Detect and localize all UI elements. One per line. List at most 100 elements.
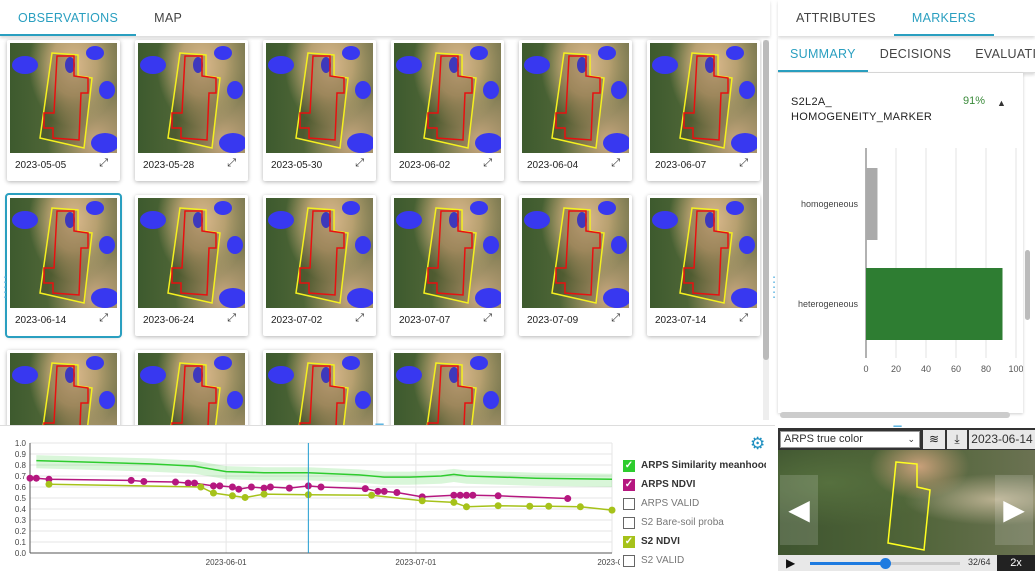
tab-observations[interactable]: OBSERVATIONS [0,0,137,36]
observation-thumbnail[interactable] [394,198,501,308]
data-point[interactable] [228,483,236,491]
download-icon[interactable]: ⤓ [947,430,967,449]
data-point[interactable] [361,485,369,493]
data-point[interactable] [368,491,376,499]
data-point[interactable] [463,491,470,499]
data-point[interactable] [317,483,325,491]
legend-item[interactable]: ✓ S2 NDVI [620,532,766,551]
data-point[interactable] [45,475,53,483]
expand-icon[interactable]: ⤢ [355,157,364,169]
tab-evaluations[interactable]: EVALUATIONS [975,47,1035,61]
data-point[interactable] [197,483,205,491]
expand-icon[interactable]: ⤢ [227,157,236,169]
expand-icon[interactable]: ⤢ [99,312,108,324]
observation-thumbnail[interactable] [266,43,373,153]
data-point[interactable] [576,503,584,511]
expand-icon[interactable]: ⤢ [355,312,364,324]
legend-checkbox[interactable]: ✓ [623,535,635,548]
data-point[interactable] [190,479,198,487]
data-point[interactable] [494,492,502,500]
observation-card[interactable]: 2023-07-14 ⤢ [647,195,760,336]
observation-card[interactable]: 2023-07-09 ⤢ [519,195,632,336]
tab-attributes[interactable]: ATTRIBUTES [796,11,876,25]
data-point[interactable] [456,491,464,499]
next-arrow-icon[interactable]: ▶ [995,475,1033,545]
data-point[interactable] [127,476,135,484]
data-point[interactable] [172,478,179,486]
expand-icon[interactable]: ⤢ [483,312,492,324]
data-point[interactable] [418,497,426,505]
bar-homogeneous[interactable] [866,168,878,240]
frame-slider[interactable] [810,558,960,569]
data-point[interactable] [209,489,217,497]
data-point[interactable] [247,483,255,491]
data-point[interactable] [463,503,470,511]
data-point[interactable] [26,474,34,482]
data-point[interactable] [285,484,293,492]
data-point[interactable] [184,479,192,487]
speed-button[interactable]: 2x [997,555,1035,571]
legend-checkbox[interactable]: ✓ [623,478,635,491]
marker-scrollbar[interactable] [1025,250,1030,320]
data-point[interactable] [235,485,243,493]
expand-icon[interactable]: ⤢ [739,312,748,324]
grid-scrollbar[interactable] [763,40,769,420]
observation-card[interactable]: 2023-07-02 ⤢ [263,195,376,336]
expand-icon[interactable]: ⤢ [611,312,620,324]
tab-map[interactable]: MAP [154,11,183,25]
data-point[interactable] [209,482,217,490]
observation-thumbnail[interactable] [522,198,629,308]
legend-checkbox[interactable] [623,497,635,510]
legend-checkbox[interactable] [623,554,635,567]
observation-thumbnail[interactable] [394,43,501,153]
resize-handle-left[interactable]: ▪▪▪▪▪ [2,275,8,300]
expand-icon[interactable]: ⤢ [611,157,620,169]
data-point[interactable] [374,487,382,495]
legend-item[interactable]: ✓ ARPS NDVI [620,475,766,494]
observation-thumbnail[interactable] [266,353,373,425]
observation-thumbnail[interactable] [138,43,245,153]
data-point[interactable] [260,490,268,498]
observation-card[interactable] [263,350,376,425]
observation-thumbnail[interactable] [394,353,501,425]
data-point[interactable] [228,492,236,500]
data-point[interactable] [545,502,553,510]
data-point[interactable] [494,502,502,510]
observation-thumbnail[interactable] [522,43,629,153]
observation-card[interactable]: 2023-05-05 ⤢ [7,40,120,181]
observation-card[interactable]: 2023-06-24 ⤢ [135,195,248,336]
observation-card[interactable]: 2023-06-02 ⤢ [391,40,504,181]
legend-checkbox[interactable]: ✓ [623,459,635,472]
expand-icon[interactable]: ⤢ [227,312,236,324]
observation-card[interactable]: 2023-07-07 ⤢ [391,195,504,336]
marker-h-scrollbar[interactable] [780,412,1010,418]
layer-select[interactable]: ARPS true color ⌄ [780,431,920,448]
data-point[interactable] [469,491,477,499]
layers-icon[interactable]: ≋ [923,430,945,449]
observation-thumbnail[interactable] [138,198,245,308]
observation-card[interactable]: 2023-06-14 ⤢ [5,193,122,338]
observation-thumbnail[interactable] [10,198,117,308]
data-point[interactable] [45,480,53,488]
data-point[interactable] [216,482,224,490]
observation-thumbnail[interactable] [138,353,245,425]
legend-item[interactable]: ✓ ARPS Similarity meanhood [620,456,766,475]
observation-thumbnail[interactable] [10,43,117,153]
data-point[interactable] [450,498,458,506]
observation-thumbnail[interactable] [650,198,757,308]
observation-card[interactable]: 2023-06-04 ⤢ [519,40,632,181]
play-icon[interactable]: ▶ [786,556,796,570]
data-point[interactable] [380,487,388,495]
expand-icon[interactable]: ⤢ [739,157,748,169]
observation-thumbnail[interactable] [10,353,117,425]
observation-card[interactable] [135,350,248,425]
legend-item[interactable]: S2 VALID [620,551,766,570]
resize-handle-right[interactable]: ▪▪▪▪▪ [771,275,777,300]
tab-markers[interactable]: MARKERS [893,0,994,36]
collapse-caret-icon[interactable]: ▲ [997,98,1006,108]
legend-checkbox[interactable] [623,516,635,529]
observation-card[interactable]: 2023-05-28 ⤢ [135,40,248,181]
expand-icon[interactable]: ⤢ [99,157,108,169]
observation-thumbnail[interactable] [650,43,757,153]
data-point[interactable] [564,495,572,503]
